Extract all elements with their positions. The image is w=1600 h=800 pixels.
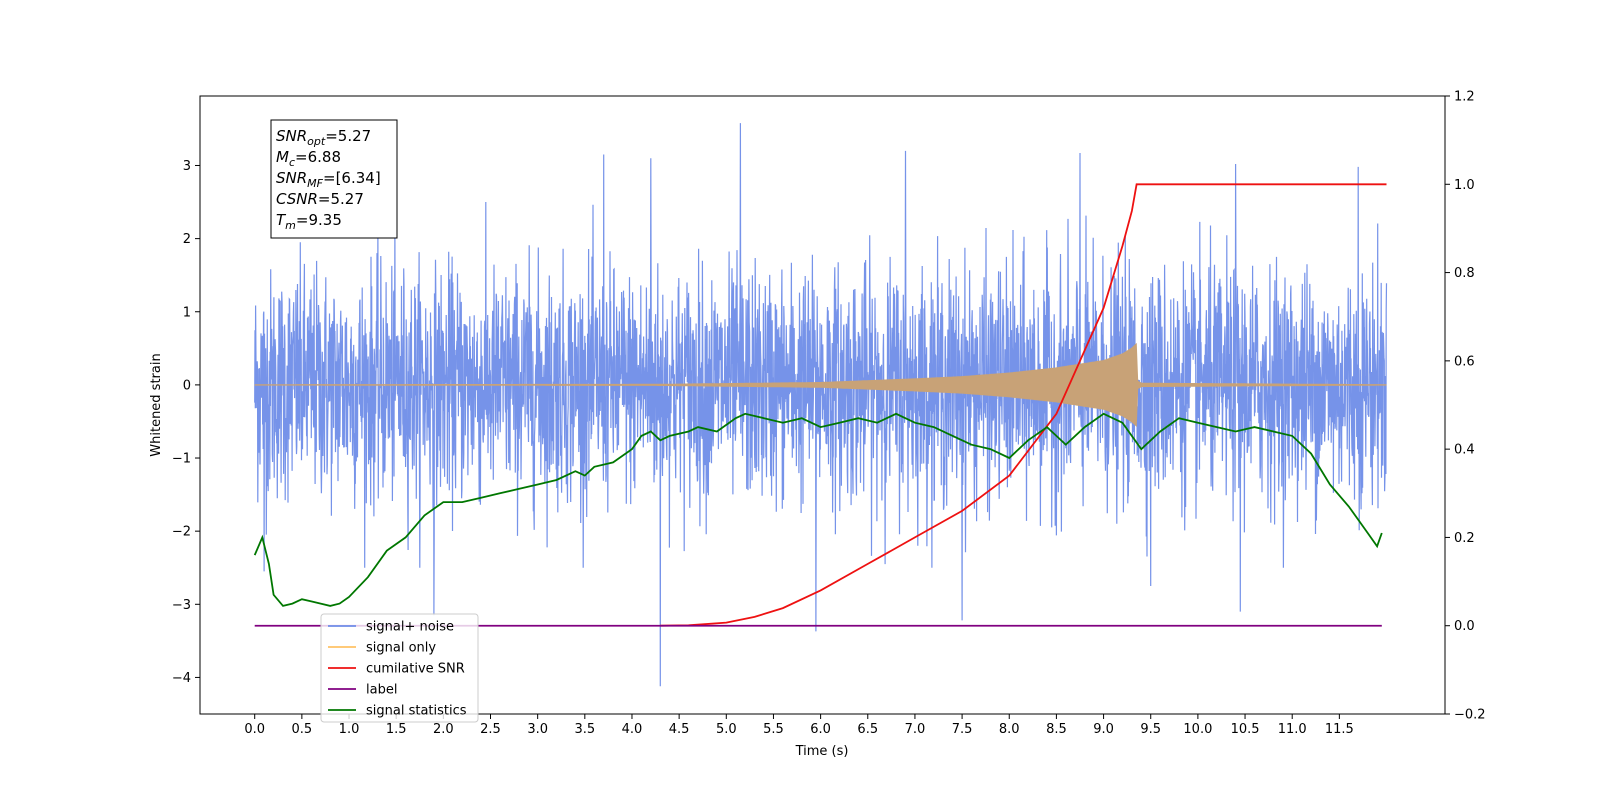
y-tick-label: −3 — [172, 598, 191, 613]
x-tick-label: 6.0 — [810, 722, 831, 737]
x-tick-label: 7.5 — [952, 722, 973, 737]
y2-tick-label: 0.8 — [1454, 266, 1475, 281]
legend-label: cumilative SNR — [366, 662, 465, 677]
x-tick-label: 5.5 — [763, 722, 784, 737]
x-tick-label: 0.5 — [292, 722, 313, 737]
y-tick-label: −2 — [172, 525, 191, 540]
stats-line: Tm=9.35 — [276, 211, 342, 232]
stats-box-frame — [270, 119, 398, 239]
stats-line: SNRMF=[6.34] — [276, 169, 381, 190]
y-tick-label: 1 — [183, 305, 191, 320]
legend-frame — [320, 613, 479, 723]
series-signal-only — [254, 342, 1387, 427]
legend-label: signal only — [366, 641, 436, 656]
x-tick-label: 10.0 — [1183, 722, 1212, 737]
x-tick-label: 3.5 — [574, 722, 595, 737]
y2-tick-label: 1.2 — [1454, 90, 1475, 105]
y2-tick-label: 0.6 — [1454, 354, 1475, 369]
y2-tick-label: 1.0 — [1454, 178, 1475, 193]
y-tick-label: 3 — [183, 159, 191, 174]
y-tick-label: 0 — [183, 378, 191, 393]
y-tick-label: 2 — [183, 232, 191, 247]
x-tick-label: 1.5 — [386, 722, 407, 737]
x-tick-label: 11.5 — [1325, 722, 1354, 737]
stats-line: CSNR=5.27 — [276, 190, 364, 208]
series-signal-statistics — [253, 412, 1383, 607]
y2-tick-label: −0.2 — [1454, 708, 1486, 723]
y2-tick-label: 0.0 — [1454, 619, 1475, 634]
x-tick-label: 11.0 — [1278, 722, 1307, 737]
series-layer — [253, 123, 1388, 687]
plot-frame — [199, 95, 1446, 715]
x-tick-label: 8.0 — [999, 722, 1020, 737]
x-tick-label: 5.0 — [716, 722, 737, 737]
legend-label: label — [366, 683, 397, 698]
x-tick-label: 9.5 — [1140, 722, 1161, 737]
x-tick-label: 4.0 — [622, 722, 643, 737]
x-tick-label: 7.0 — [905, 722, 926, 737]
y-tick-label: −4 — [172, 671, 191, 686]
y2-tick-label: 0.2 — [1454, 531, 1475, 546]
stats-line: SNRopt=5.27 — [276, 127, 371, 148]
x-tick-label: 10.5 — [1231, 722, 1260, 737]
y-tick-label: −1 — [172, 452, 191, 467]
x-tick-label: 1.0 — [339, 722, 360, 737]
series-signal-noise — [254, 123, 1388, 687]
y-axis-label: Whitened strain — [149, 353, 164, 456]
x-tick-label: 6.5 — [857, 722, 878, 737]
legend-label: signal statistics — [366, 704, 467, 719]
y2-tick-label: 0.4 — [1454, 443, 1475, 458]
x-tick-label: 2.0 — [433, 722, 454, 737]
x-tick-label: 9.0 — [1093, 722, 1114, 737]
series-cumulative-snr — [660, 183, 1387, 627]
axes-layer: 0.0 0.5 1.0 1.5 2.0 2.5 3.0 3.5 4.0 4.5 5.0 5.5 6.0 6… — [172, 90, 1486, 738]
x-axis-label: Time (s) — [795, 744, 849, 759]
stats-line: Mc=6.88 — [276, 148, 341, 169]
x-tick-label: 3.0 — [527, 722, 548, 737]
x-tick-label: 2.5 — [480, 722, 501, 737]
legend: signal+ noise signal only cumilative SNR la… — [320, 613, 479, 723]
legend-label: signal+ noise — [366, 620, 454, 635]
x-tick-label: 0.0 — [244, 722, 265, 737]
x-tick-label: 8.5 — [1046, 722, 1067, 737]
x-tick-label: 4.5 — [669, 722, 690, 737]
